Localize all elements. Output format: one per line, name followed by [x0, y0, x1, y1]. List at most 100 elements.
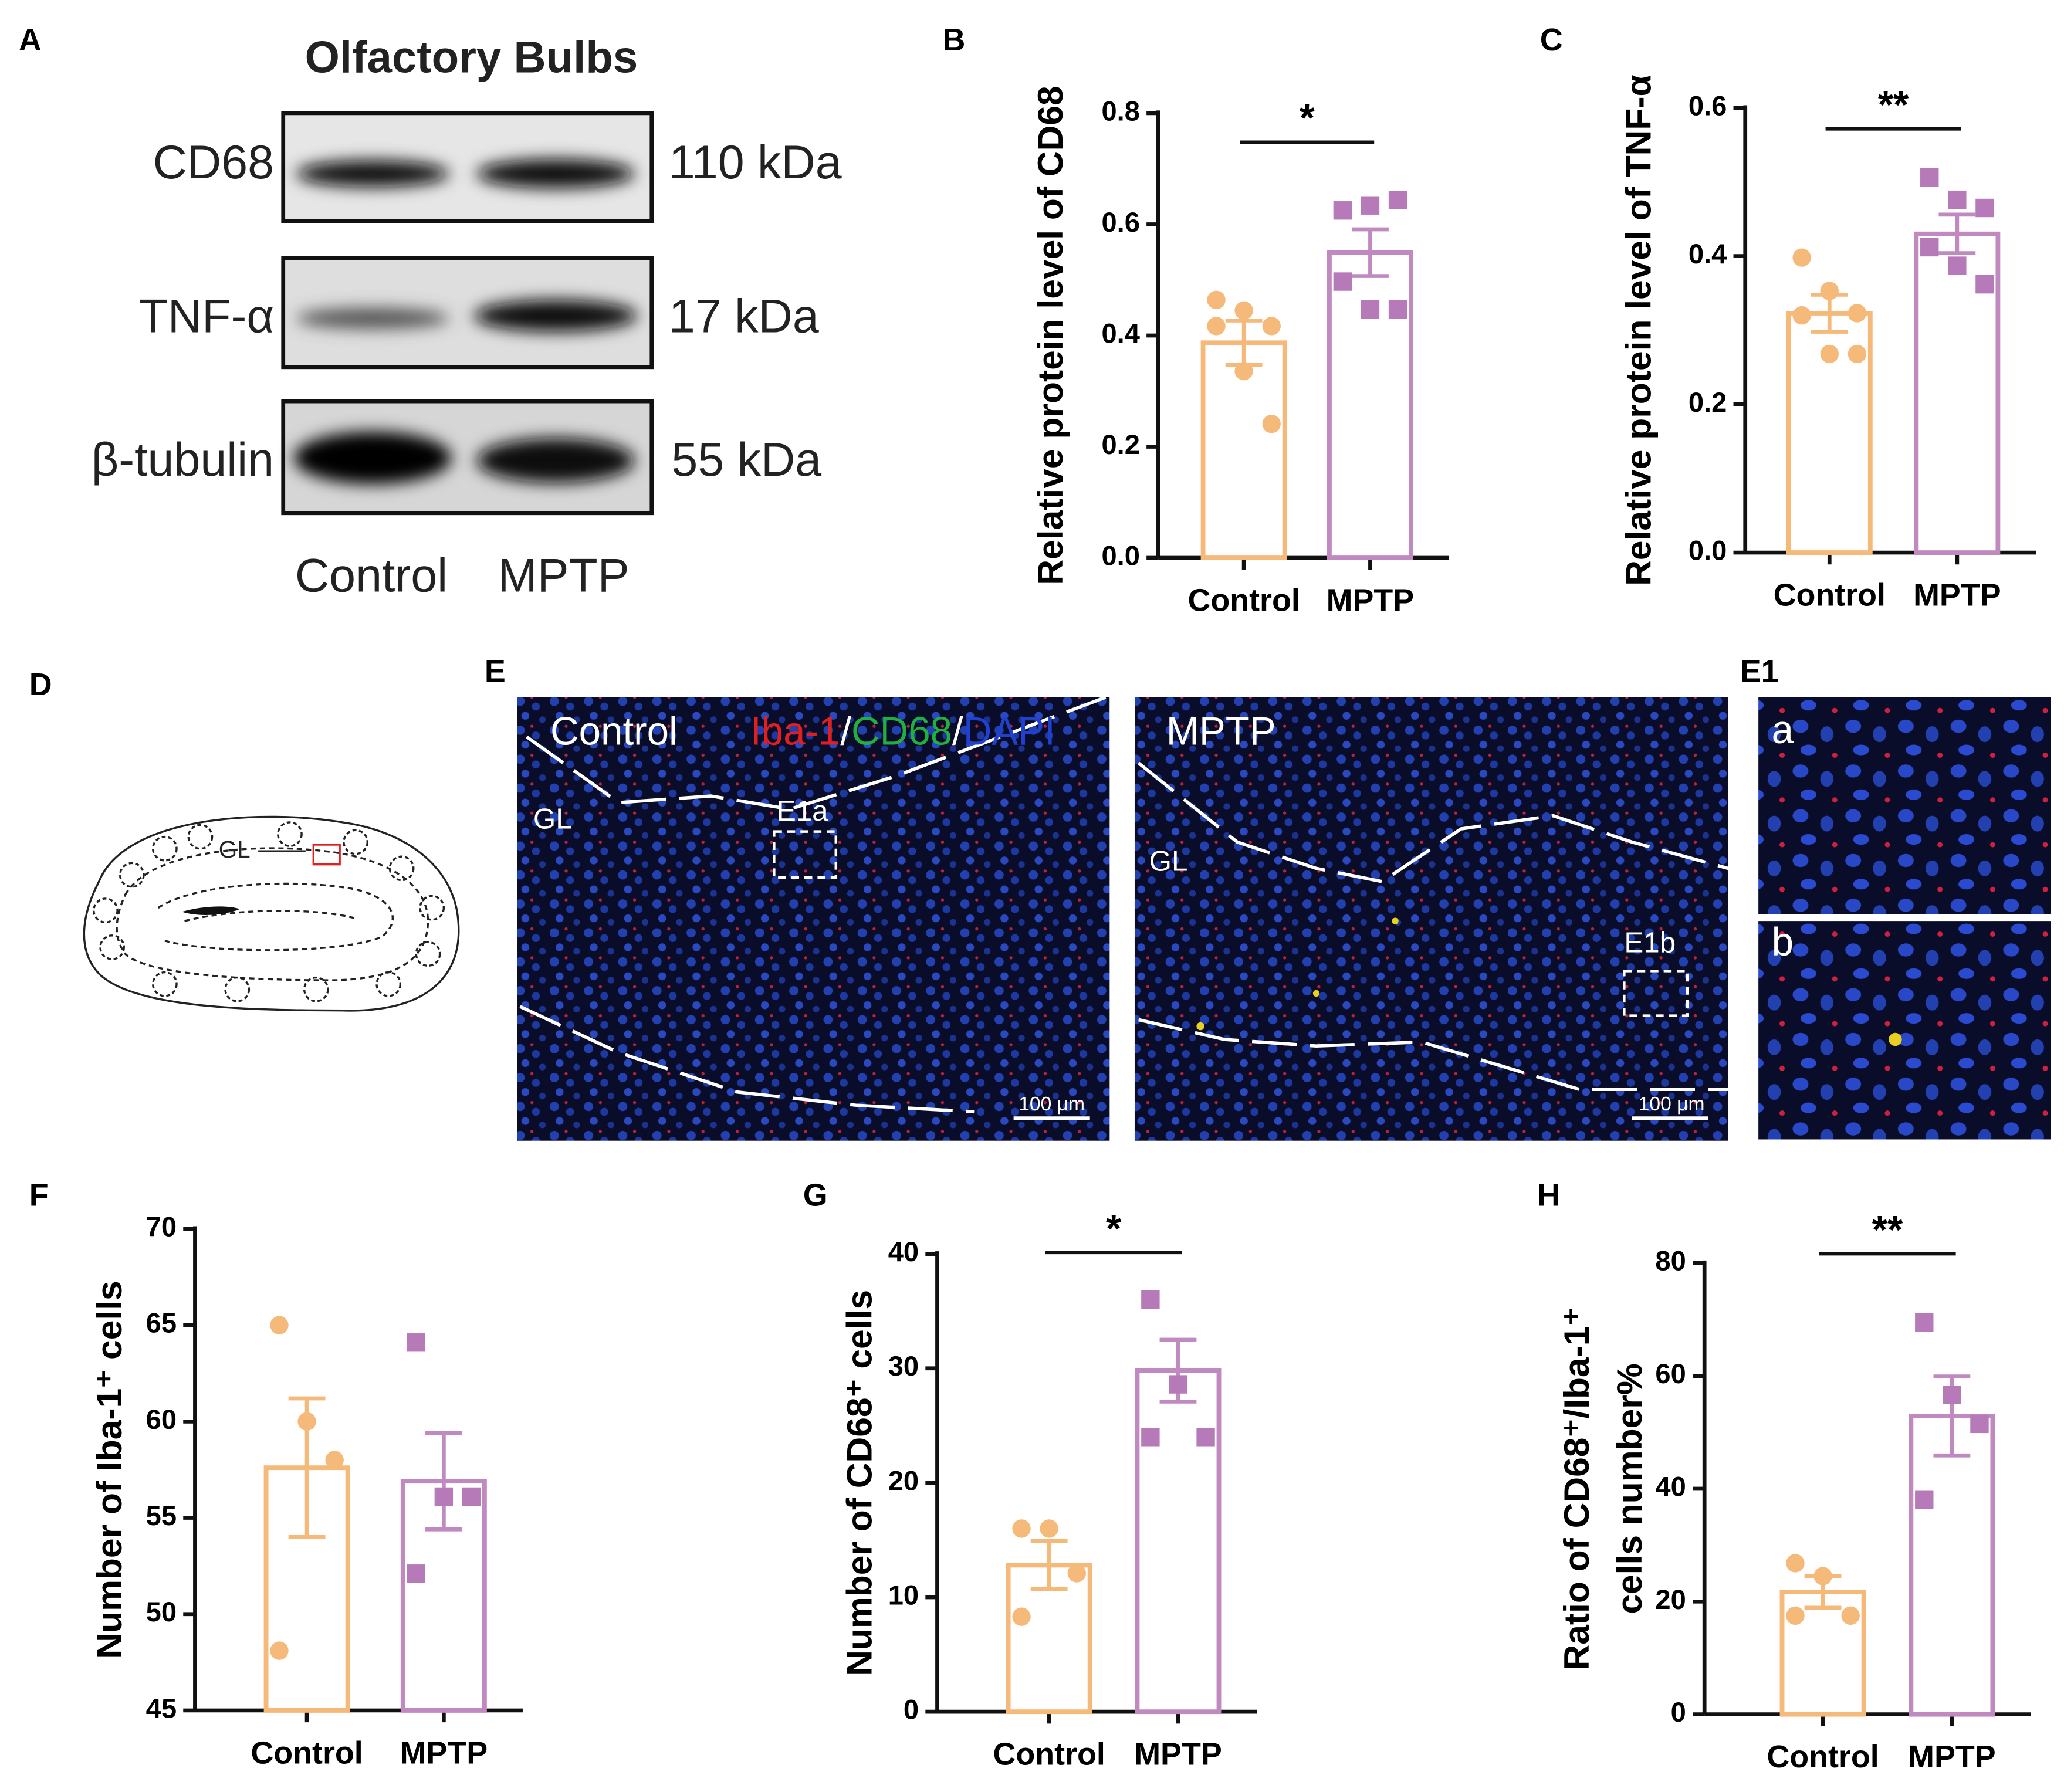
y-tick-label: 20 [888, 1465, 919, 1496]
data-point [1388, 300, 1407, 319]
data-point [297, 1412, 316, 1431]
inset-label: E1b [1624, 927, 1676, 959]
data-point [1262, 317, 1281, 336]
significance-label: * [1106, 1207, 1122, 1251]
stain-legend: Iba-1/CD68/DAPI [750, 709, 1055, 753]
gutter [1109, 697, 1135, 750]
significance-label: ** [1872, 1208, 1903, 1252]
y-tick-label: 0.2 [1689, 387, 1727, 418]
roi-box [312, 844, 341, 866]
scale-label: 100 μm [1019, 1093, 1085, 1115]
data-point [1970, 1414, 1989, 1434]
y-tick-label: 30 [888, 1350, 919, 1381]
y-tick-label: 10 [888, 1579, 919, 1610]
x-tick-label: MPTP [1327, 583, 1415, 618]
y-tick-label: 0.0 [1689, 535, 1727, 566]
micrograph-control [517, 697, 1110, 1141]
region-boundaries [519, 696, 1729, 1114]
data-point [325, 1451, 344, 1469]
panel-label: E [485, 654, 506, 689]
x-tick-label: MPTP [1913, 578, 2001, 613]
x-tick-label: Control [251, 1735, 363, 1770]
y-tick-label: 40 [888, 1236, 919, 1267]
stain: Iba-1 [750, 709, 840, 753]
data-point [1820, 344, 1839, 364]
y-tick-label: 80 [1655, 1245, 1686, 1276]
data-point [1948, 190, 1967, 209]
panel-label: B [942, 22, 965, 57]
blot-title: Olfactory Bulbs [305, 32, 638, 82]
western-blot: Olfactory Bulbs CD68 TNF-α β-tubulin 110… [92, 32, 842, 602]
y-axis-label: Number of Iba-1⁺ cells [89, 1281, 129, 1658]
y-tick-label: 0.0 [1101, 540, 1139, 571]
data-point [1234, 301, 1253, 320]
bar [1909, 1413, 1995, 1717]
inset-a [1758, 697, 2051, 914]
data-point [1786, 1554, 1805, 1573]
micrographs: Control Iba-1/CD68/DAPI GL E1a 100 μm MP… [517, 696, 2051, 1141]
data-point [1975, 198, 1994, 218]
band [476, 159, 635, 188]
data-point [1920, 238, 1939, 257]
band [296, 307, 449, 329]
significance-label: ** [1878, 83, 1909, 127]
y-tick-label: 0.4 [1101, 317, 1139, 348]
band [476, 438, 635, 483]
group-label: MPTP [1166, 709, 1276, 753]
data-point [1786, 1606, 1805, 1625]
data-point [1361, 196, 1380, 215]
y-axis-label: Ratio of CD68⁺/Iba-1⁺ [1557, 1307, 1596, 1670]
inset-label: b [1772, 920, 1794, 964]
bulb-diagram: GL [83, 815, 460, 1012]
band [293, 431, 452, 485]
size-label: 55 kDa [671, 433, 821, 486]
region-label: GL [219, 836, 251, 863]
y-tick-label: 0.6 [1689, 90, 1727, 121]
panel-label: F [29, 1177, 49, 1212]
y-tick-label: 55 [146, 1500, 177, 1531]
chart: 0 20 40 60 80 Ratio of CD68⁺/Iba-1⁺ cells numb… [1557, 1208, 2031, 1774]
scale-label: 100 μm [1639, 1093, 1705, 1115]
data-point [1333, 272, 1352, 291]
data-point [1975, 275, 1994, 294]
y-tick-label: 45 [146, 1692, 177, 1723]
y-tick-label: 0 [1671, 1696, 1686, 1727]
stain-sep: / [840, 709, 851, 753]
x-tick-label: Control [993, 1737, 1105, 1772]
data-point [1388, 191, 1407, 209]
data-point [1262, 414, 1281, 433]
y-tick-label: 70 [146, 1211, 177, 1242]
x-tick-label: MPTP [1908, 1739, 1996, 1774]
x-tick-label: Control [1774, 578, 1886, 613]
inset-label: E1a [777, 795, 828, 827]
size-label: 110 kDa [669, 136, 842, 189]
bulb-layer [116, 847, 429, 981]
ventricle [182, 906, 240, 915]
y-tick-label: 0.4 [1689, 238, 1727, 269]
y-axis-label: Number of CD68⁺ cells [840, 1290, 879, 1676]
data-point [1067, 1564, 1086, 1583]
bulb-layer [157, 882, 394, 951]
data-point [462, 1487, 481, 1506]
data-point [270, 1641, 289, 1660]
colocalized-cells [1196, 917, 1902, 1046]
chart: 0.0 0.2 0.4 0.6 0.8 Relative protein level of… [1030, 86, 1450, 618]
x-tick-label: Control [1187, 583, 1300, 618]
region-label: GL [1149, 845, 1188, 877]
protein-label: CD68 [153, 136, 274, 189]
lane-label: Control [295, 549, 448, 602]
data-point [407, 1333, 425, 1352]
data-point [434, 1487, 454, 1506]
panel-label: A [19, 22, 42, 57]
inset-box [1623, 970, 1689, 1017]
y-tick-label: 50 [146, 1596, 177, 1627]
y-axis-label: Relative protein level of TNF-α [1619, 74, 1659, 586]
data-point [270, 1316, 289, 1334]
y-tick-label: 40 [1655, 1471, 1686, 1502]
error-bar [1938, 212, 1976, 255]
group-label: Control [550, 709, 678, 753]
data-point [1141, 1428, 1160, 1447]
y-tick-label: 60 [1655, 1358, 1686, 1389]
protein-label: β-tubulin [92, 433, 274, 486]
